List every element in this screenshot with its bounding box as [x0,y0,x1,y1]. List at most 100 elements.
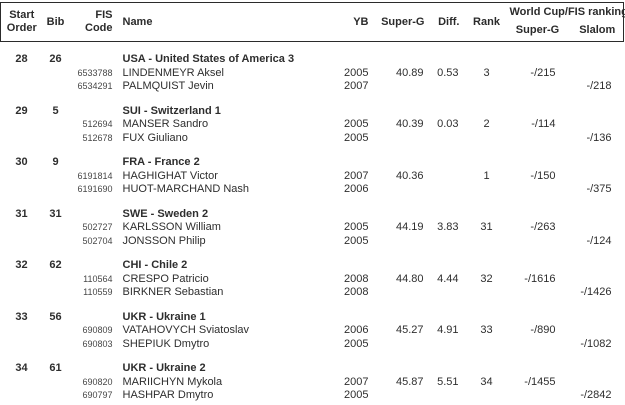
super-g-time [372,183,428,197]
diff-value: 4.44 [437,272,459,285]
col-header-wc-fis-ranking: World Cup/FIS ranking [509,2,625,22]
fis-code: 502704 [82,235,113,246]
year-of-birth: 2008 [344,286,369,298]
athlete-name: KARLSSON William [122,221,221,233]
super-g-time [372,338,428,352]
athlete-name: SHEPIUK Dmytro [122,337,210,350]
team-row-spacer [344,248,624,273]
rank-value [464,286,510,300]
year-of-birth: 2008 [344,272,369,285]
team-name: UKR - Ukraine 2 [122,362,206,374]
athlete-row-1: 6191814 HAGHIGHAT Victor 2007 40.36 1 -/… [1,170,624,184]
rank-value: 32 [480,272,493,285]
fis-code-empty [69,197,115,222]
rank-value: 33 [480,324,493,336]
athlete-name: CRESPO Patricio [122,272,209,285]
wc-ranking-super-g: -/890 [530,324,556,336]
year-of-birth: 2006 [344,324,369,336]
diff-value: 3.83 [437,221,459,233]
col-header-start-line2: Order [6,22,37,34]
year-of-birth: 2005 [344,131,369,144]
wc-ranking-slalom [566,273,624,287]
fis-code-empty [69,145,115,170]
year-of-birth: 2005 [344,66,369,79]
fis-code: 6191814 [77,170,113,181]
fis-code: 512694 [82,119,113,129]
super-g-time: 40.39 [395,118,424,130]
rank-value: 1 [483,169,490,182]
super-g-time: 44.19 [395,221,424,233]
super-g-time [372,389,428,403]
col-header-wc-slalom: Slalom [565,21,625,43]
start-order-value: 28 [15,53,28,65]
fis-code: 690803 [82,338,113,349]
athlete-row-1: 690809 VATAHOVYCH Sviatoslav 2006 45.27 … [1,324,624,338]
wc-ranking-super-g: -/263 [530,221,556,233]
athlete-row-2: 502704 JONSSON Philip 2005 -/124 [1,235,624,249]
team-name: UKR - Ukraine 1 [122,310,206,323]
athlete-row-1: 6533788 LINDENMEYR Aksel 2005 40.89 0.53… [1,67,624,81]
fis-code: 690820 [82,376,113,387]
year-of-birth: 2005 [344,234,369,247]
fis-code-empty [69,42,115,67]
team-row-spacer [344,42,624,67]
athlete-name: LINDENMEYR Aksel [122,66,224,79]
diff-value [428,235,464,249]
team-row-spacer [344,300,624,325]
wc-ranking-slalom [566,324,624,338]
rank-value: 2 [483,118,490,130]
fis-code: 110559 [83,287,113,297]
athlete-name: MANSER Sandro [122,118,209,130]
col-header-yb: YB [343,2,372,42]
athlete-row-1: 110564 CRESPO Patricio 2008 44.80 4.44 3… [1,273,624,287]
wc-ranking-slalom: -/1426 [580,286,612,298]
wc-ranking-slalom [566,118,624,132]
super-g-time: 45.27 [395,324,424,336]
wc-ranking-slalom: -/1082 [580,337,612,350]
athlete-name: FUX Giuliano [122,131,188,144]
fis-code: 6534291 [77,81,113,91]
athlete-row-2: 690803 SHEPIUK Dmytro 2005 -/1082 [1,338,624,352]
fis-code: 690809 [82,325,113,335]
wc-ranking-slalom [566,376,624,390]
bib-value: 62 [49,259,62,271]
wc-ranking-slalom [566,67,624,81]
super-g-time: 40.89 [395,66,424,79]
bib-value: 31 [49,207,62,220]
team-name: SUI - Switzerland 1 [122,104,221,117]
super-g-time: 40.36 [395,169,424,182]
wc-ranking-slalom: -/218 [586,80,612,92]
wc-ranking-super-g [510,338,566,352]
super-g-time: 44.80 [395,272,424,285]
athlete-row-1: 512694 MANSER Sandro 2005 40.39 0.03 2 -… [1,118,624,132]
athlete-name: JONSSON Philip [122,234,206,247]
athlete-name: MARIICHYN Mykola [122,375,223,388]
athlete-row-2: 690797 HASHPAR Dmytro 2005 -/2842 [1,389,624,403]
start-order-value: 29 [15,104,28,117]
athlete-name: HUOT-MARCHAND Nash [122,183,250,195]
wc-ranking-super-g [510,132,566,146]
diff-value: 5.51 [437,375,459,388]
team-row-spacer [344,197,624,222]
wc-ranking-super-g [510,389,566,403]
col-header-super-g: Super-G [371,2,428,42]
bib-value: 56 [49,310,62,323]
year-of-birth: 2005 [344,118,369,130]
bib-value: 26 [49,53,62,65]
col-header-wc-super-g: Super-G [509,21,566,43]
team-name: USA - United States of America 3 [122,53,295,65]
team-row-spacer [344,145,624,170]
wc-ranking-super-g: -/1455 [524,375,556,388]
wc-ranking-super-g [510,286,566,300]
team-header-row: 32 62 CHI - Chile 2 [1,248,624,273]
super-g-time [372,132,428,146]
athlete-name: HAGHIGHAT Victor [122,169,218,182]
wc-ranking-slalom: -/375 [586,183,612,195]
fis-code-empty [69,94,115,119]
athlete-name: BIRKNER Sebastian [122,286,224,298]
fis-code: 110564 [83,273,113,284]
rank-value [464,338,510,352]
diff-value [428,338,464,352]
col-header-rank: Rank [463,2,510,42]
